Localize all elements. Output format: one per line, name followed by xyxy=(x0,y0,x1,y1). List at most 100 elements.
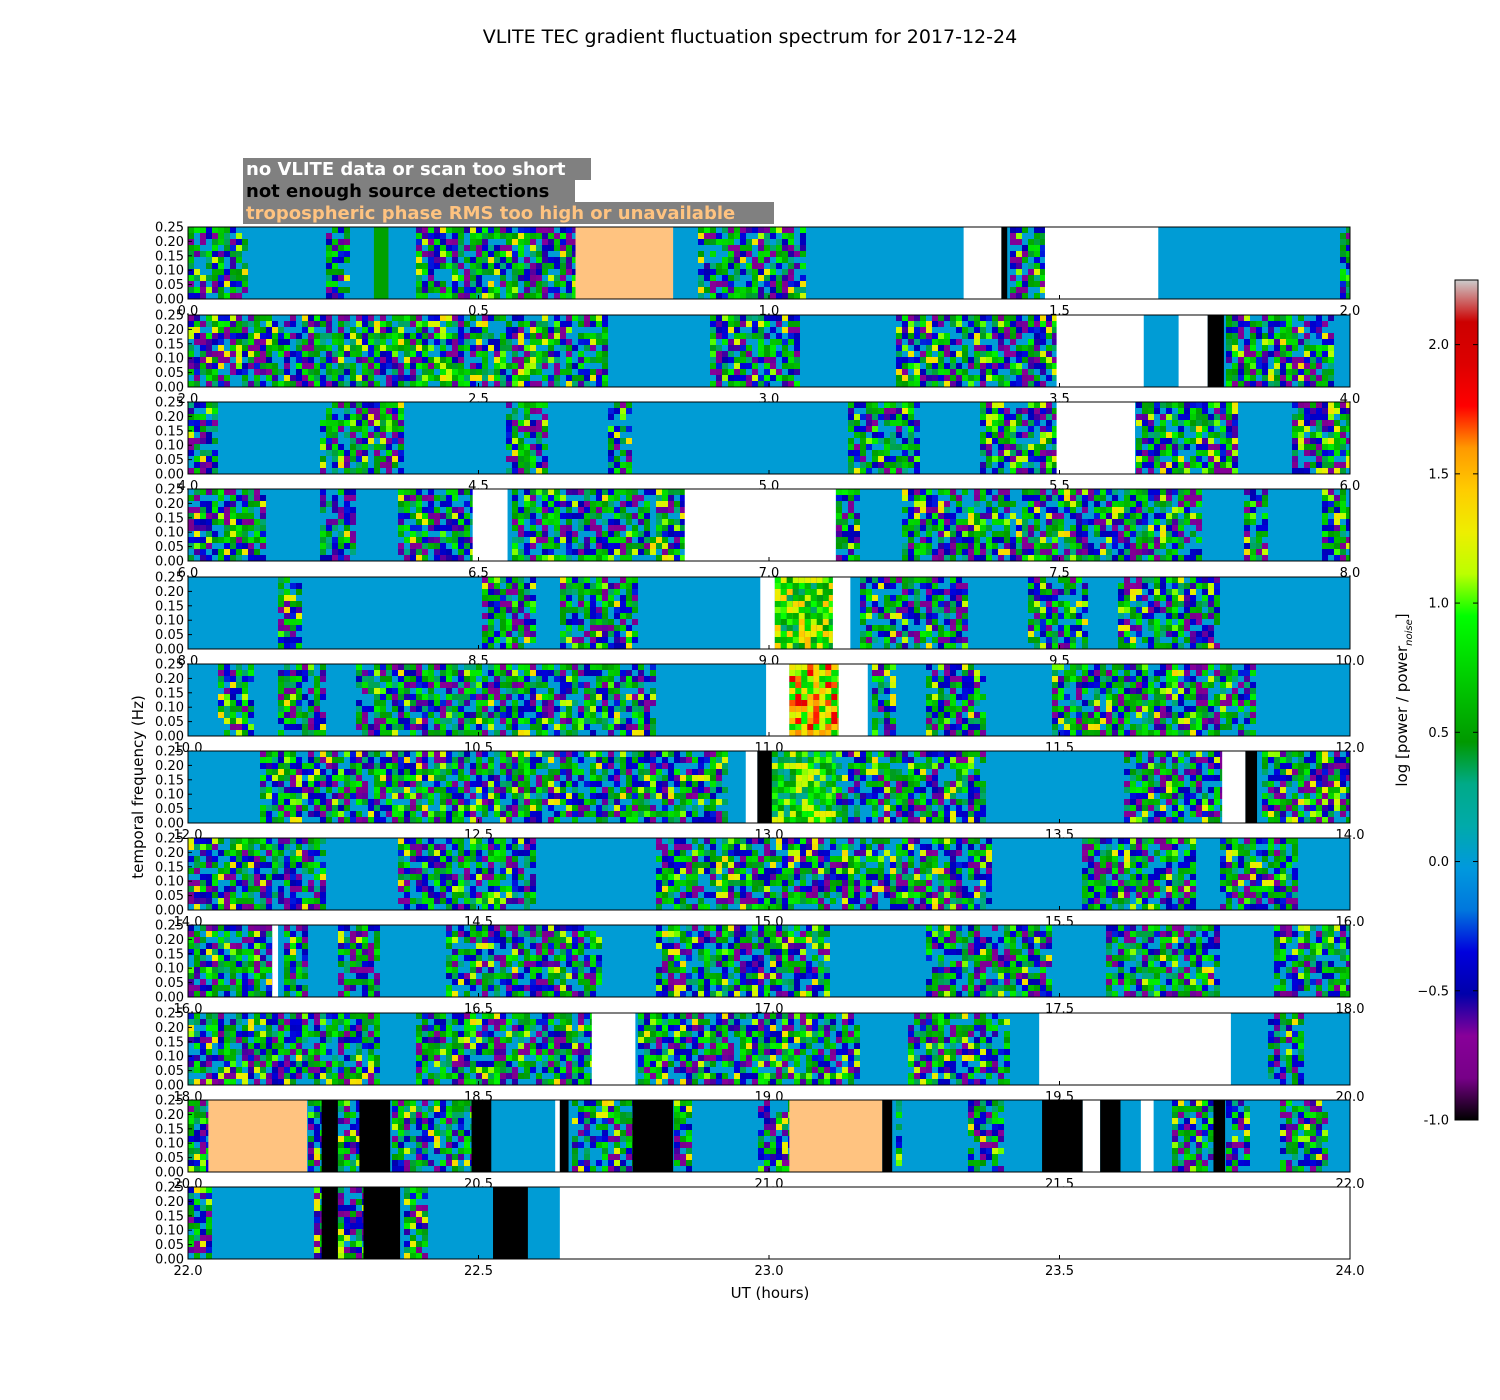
spectrum-cell xyxy=(536,281,542,287)
spectrum-cell xyxy=(848,450,854,456)
spectrum-cell xyxy=(1028,577,1034,583)
spectrum-cell xyxy=(902,444,908,450)
spectrum-cell xyxy=(854,414,860,420)
spectrum-cell xyxy=(458,525,464,531)
spectrum-cell xyxy=(188,543,194,549)
y-tick-label: 0.10 xyxy=(155,526,184,541)
spectrum-cell xyxy=(884,583,890,589)
spectrum-cell xyxy=(248,315,254,321)
spectrum-cell xyxy=(206,345,212,351)
spectrum-cell xyxy=(1274,345,1280,351)
spectrum-cell xyxy=(470,351,476,357)
spectrum-cell xyxy=(1220,408,1226,414)
spectrum-cell xyxy=(212,233,218,239)
spectrum-cell xyxy=(668,543,674,549)
spectrum-cell xyxy=(1046,543,1052,549)
spectrum-cell xyxy=(254,531,260,537)
spectrum-cell xyxy=(1190,489,1196,495)
spectrum-cell xyxy=(632,549,638,555)
spectrum-cell xyxy=(848,555,854,561)
spectrum-cell xyxy=(1028,369,1034,375)
spectrum-cell xyxy=(680,507,686,513)
spectrum-cell xyxy=(338,450,344,456)
spectrum-cell xyxy=(1016,345,1022,351)
spectrum-cell xyxy=(206,381,212,387)
spectrum-cell xyxy=(1010,501,1016,507)
spectrum-cell xyxy=(374,444,380,450)
spectrum-cell xyxy=(1328,414,1334,420)
spectrum-cell xyxy=(902,607,908,613)
spectrum-cell xyxy=(356,333,362,339)
spectrum-cell xyxy=(1064,537,1070,543)
spectrum-cell xyxy=(786,607,793,613)
spectrum-cell xyxy=(1250,501,1256,507)
spectrum-cell xyxy=(1172,595,1178,601)
spectrum-cell xyxy=(332,537,338,543)
spectrum-cell xyxy=(476,239,482,245)
spectrum-cell xyxy=(194,381,200,387)
spectrum-cell xyxy=(632,513,638,519)
spectrum-cell xyxy=(1232,426,1238,432)
spectrum-cell xyxy=(932,519,938,525)
spectrum-cell xyxy=(272,375,278,381)
spectrum-cell xyxy=(350,456,356,462)
spectrum-cell xyxy=(482,257,488,263)
spectrum-cell xyxy=(1166,489,1172,495)
spectrum-cell xyxy=(1166,619,1172,625)
spectrum-cell xyxy=(920,519,926,525)
spectrum-cell xyxy=(1208,444,1214,450)
spectrum-cell xyxy=(968,513,974,519)
spectrum-cell xyxy=(908,543,914,549)
spectrum-cell xyxy=(524,583,530,589)
spectrum-cell xyxy=(1022,327,1028,333)
spectrum-cell xyxy=(566,619,572,625)
spectrum-cell xyxy=(800,251,806,257)
spectrum-cell xyxy=(494,293,500,299)
spectrum-cell xyxy=(884,468,890,474)
spectrum-cell xyxy=(1094,513,1100,519)
spectrum-cell xyxy=(1034,321,1040,327)
spectrum-cell xyxy=(788,245,794,251)
spectrum-cell xyxy=(1010,327,1016,333)
spectrum-cell xyxy=(218,239,224,245)
spectrum-cell xyxy=(1316,414,1322,420)
spectrum-cell xyxy=(1046,414,1052,420)
spectrum-cell xyxy=(1022,251,1028,257)
spectrum-cell xyxy=(332,501,338,507)
spectrum-cell xyxy=(518,227,524,233)
spectrum-cell xyxy=(530,637,536,643)
spectrum-cell xyxy=(626,631,632,637)
spectrum-cell xyxy=(1136,489,1142,495)
spectrum-cell xyxy=(722,363,728,369)
spectrum-cell xyxy=(1154,432,1160,438)
spectrum-cell xyxy=(1112,507,1118,513)
spectrum-cell xyxy=(506,444,512,450)
spectrum-cell xyxy=(380,420,386,426)
spectrum-cell xyxy=(1184,519,1190,525)
spectrum-cell xyxy=(332,420,338,426)
spectrum-cell xyxy=(314,363,320,369)
spectrum-cell xyxy=(872,637,878,643)
spectrum-cell xyxy=(206,251,212,257)
spectrum-cell xyxy=(224,239,230,245)
spectrum-cell xyxy=(386,450,392,456)
spectrum-cell xyxy=(938,315,944,321)
spectrum-cell xyxy=(236,315,242,321)
spectrum-cell xyxy=(452,293,458,299)
spectrum-cell xyxy=(668,531,674,537)
spectrum-cell xyxy=(1250,369,1256,375)
spectrum-cell xyxy=(326,369,332,375)
spectrum-cell xyxy=(1334,432,1340,438)
spectrum-cell xyxy=(1346,543,1350,549)
spectrum-cell xyxy=(266,339,272,345)
spectrum-cell xyxy=(416,239,422,245)
spectrum-cell xyxy=(926,495,932,501)
spectrum-cell xyxy=(950,519,956,525)
spectrum-cell xyxy=(764,227,770,233)
spectrum-cell xyxy=(1136,444,1142,450)
spectrum-cell xyxy=(1118,507,1124,513)
spectrum-cell xyxy=(1262,525,1268,531)
spectrum-cell xyxy=(326,315,332,321)
spectrum-cell xyxy=(500,263,506,269)
spectrum-cell xyxy=(926,643,932,649)
